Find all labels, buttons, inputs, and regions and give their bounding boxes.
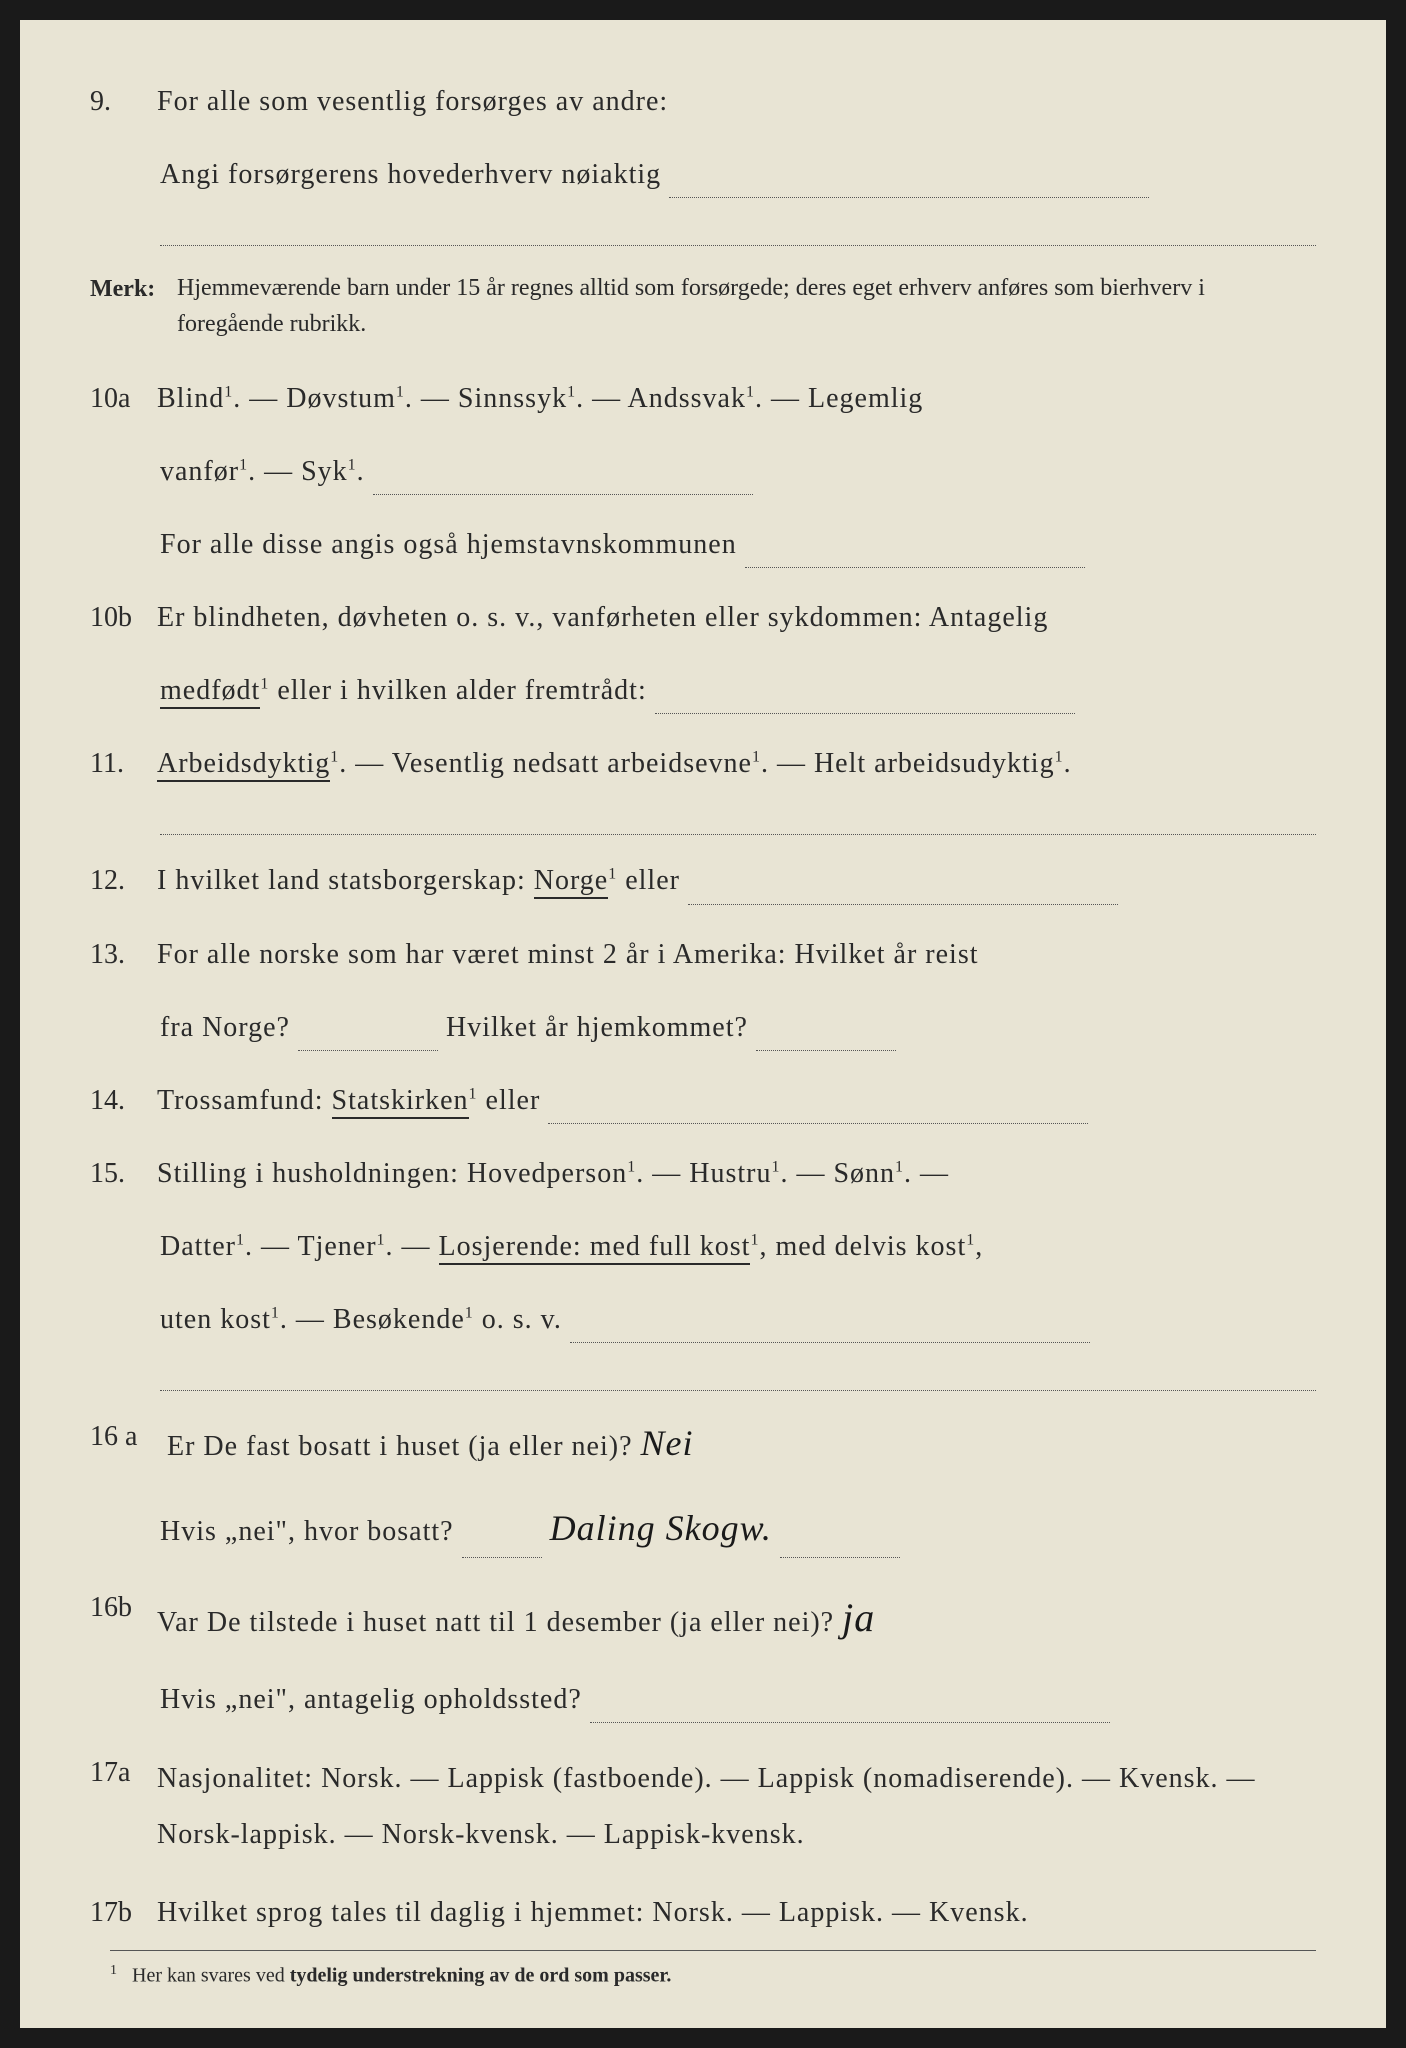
document-page: 9. For alle som vesentlig forsørges av a… [20,20,1386,2028]
q9-text1: For alle som vesentlig forsørges av andr… [157,80,1313,125]
footnote: 1 Her kan svares ved tydelig understrekn… [110,1950,1316,1988]
q10a-line2: vanfør1. — Syk1. [160,450,1316,495]
q16a-line2: Hvis „nei", hvor bosatt? Daling Skogw. [160,1500,1316,1558]
q9-line2: Angi forsørgerens hovederhverv nøiaktig [160,153,1316,198]
merk-label: Merk: [90,270,170,308]
q9-blank [669,197,1149,198]
q11-num: 11. [90,742,150,787]
q10b-line1: 10b Er blindheten, døvheten o. s. v., va… [90,596,1316,641]
q15-line3: uten kost1. — Besøkende1 o. s. v. [160,1298,1316,1343]
q12-line: 12. I hvilket land statsborgerskap: Norg… [90,859,1316,905]
q11-line: 11. Arbeidsdyktig1. — Vesentlig nedsatt … [90,742,1316,787]
q10a-line3: For alle disse angis også hjemstavnskomm… [160,523,1316,568]
q16b-line1: 16b Var De tilstede i huset natt til 1 d… [90,1586,1316,1650]
q15-line1: 15. Stilling i husholdningen: Hovedperso… [90,1152,1316,1197]
q15-line2: Datter1. — Tjener1. — Losjerende: med fu… [160,1225,1316,1270]
q17a-line: 17a Nasjonalitet: Norsk. — Lappisk (fast… [90,1751,1316,1863]
q12-num: 12. [90,859,150,904]
q16a-line1: 16 a Er De fast bosatt i huset (ja eller… [90,1415,1316,1473]
q13-line1: 13. For alle norske som har været minst … [90,933,1316,978]
merk-row: Merk: Hjemmeværende barn under 15 år reg… [90,270,1316,346]
q15-blank-line [160,1371,1316,1391]
q16b-num: 16b [90,1586,150,1631]
q10b-num: 10b [90,596,150,641]
q17b-num: 17b [90,1891,150,1936]
q15-num: 15. [90,1152,150,1197]
q14-num: 14. [90,1079,150,1124]
q14-line: 14. Trossamfund: Statskirken1 eller [90,1079,1316,1125]
q16b-answer1: ja [842,1595,875,1640]
q16a-answer1: Nei [641,1423,694,1463]
q10a-line1: 10a Blind1. — Døvstum1. — Sinnssyk1. — A… [90,377,1316,422]
q17b-line: 17b Hvilket sprog tales til daglig i hje… [90,1891,1316,1936]
merk-text: Hjemmeværende barn under 15 år regnes al… [177,270,1313,342]
q13-num: 13. [90,933,150,978]
footnote-num: 1 [110,1963,117,1978]
q11-blank-line [160,815,1316,835]
q9-num: 9. [90,80,150,125]
q13-line2: fra Norge? Hvilket år hjemkommet? [160,1006,1316,1051]
q16b-line2: Hvis „nei", antagelig opholdssted? [160,1678,1316,1723]
q9-line1: 9. For alle som vesentlig forsørges av a… [90,80,1316,125]
q9-blank-line [160,226,1316,246]
footnote-bold: tydelig understrekning av de ord som pas… [290,1965,672,1987]
q10b-line2: medfødt1 eller i hvilken alder fremtrådt… [160,669,1316,715]
q10a-num: 10a [90,377,150,422]
q16a-answer2: Daling Skogw. [550,1508,772,1548]
footnote-text: Her kan svares ved [132,1965,290,1987]
q16a-num: 16 a [90,1415,160,1460]
q17a-num: 17a [90,1751,150,1796]
